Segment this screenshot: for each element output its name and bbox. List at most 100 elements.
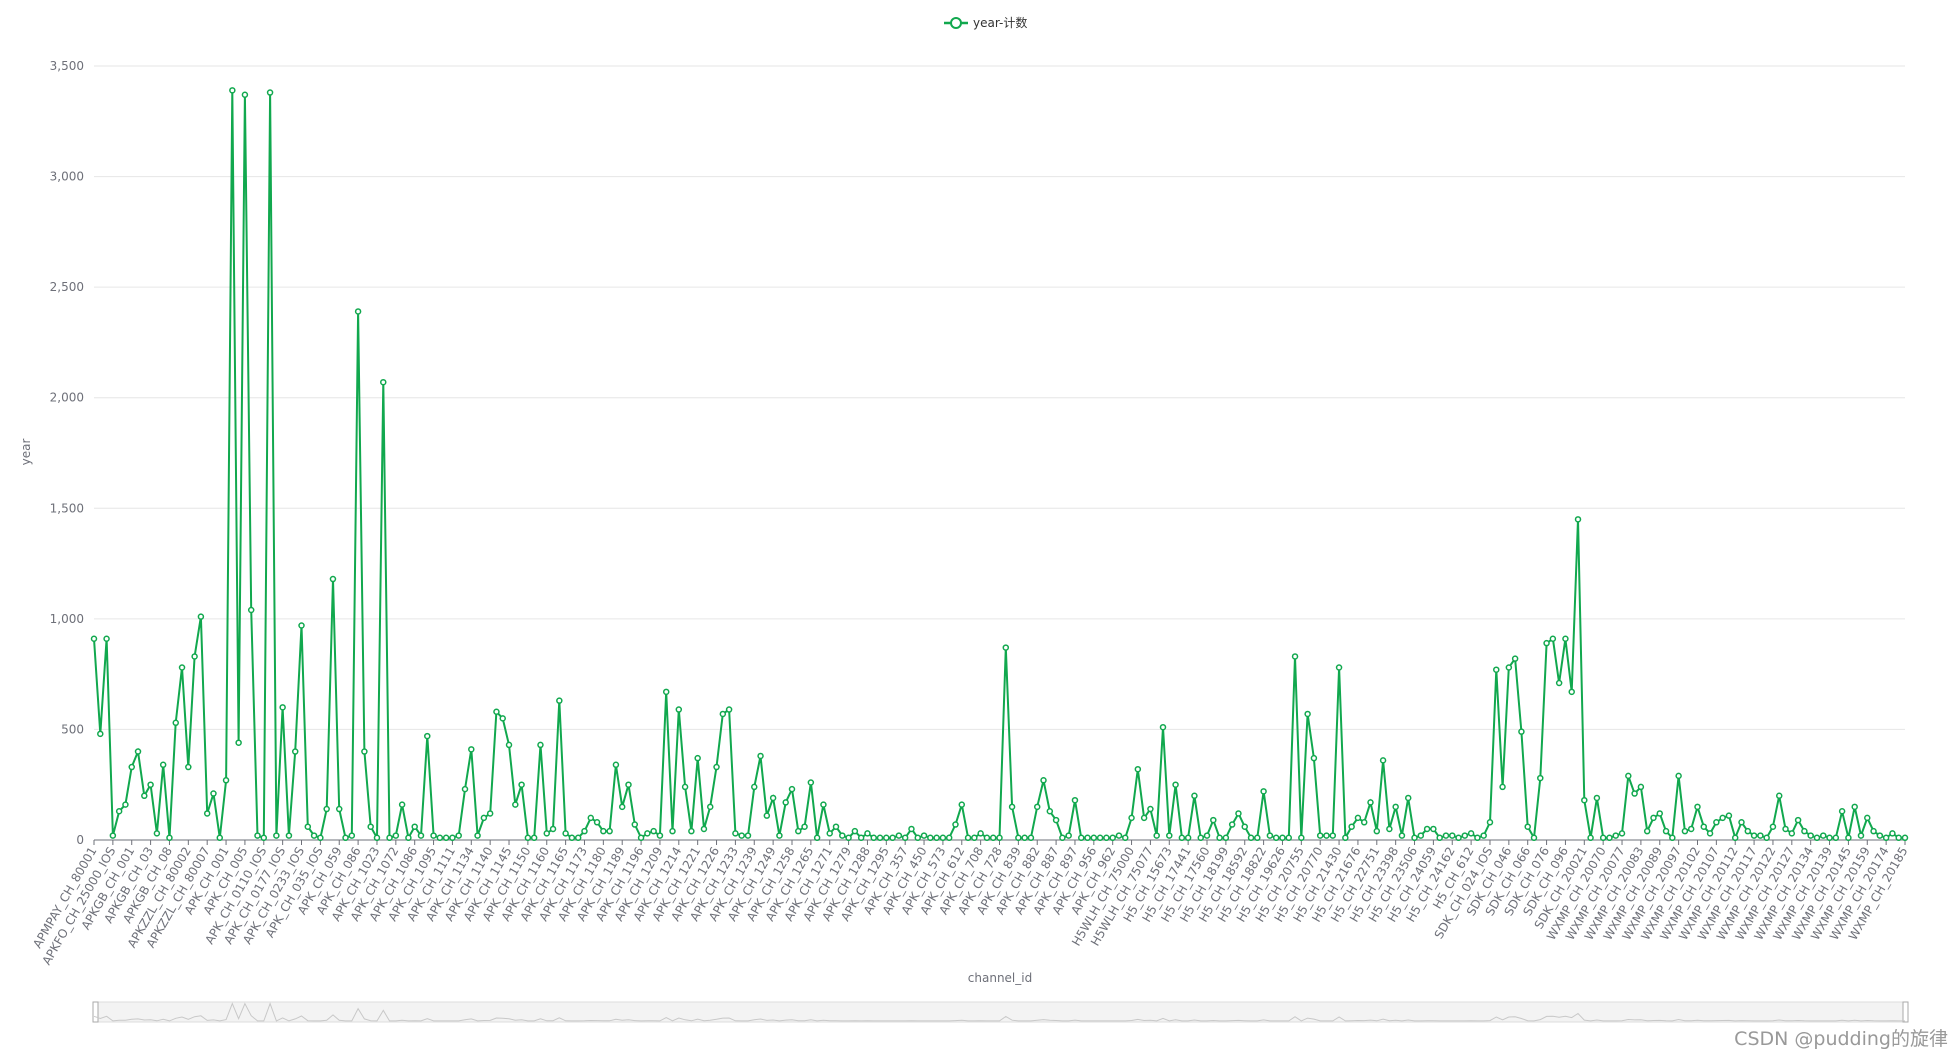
data-point	[901, 834, 909, 842]
data-point	[939, 834, 947, 842]
data-point	[1272, 834, 1280, 842]
data-point	[1794, 816, 1802, 824]
data-point	[914, 834, 922, 842]
legend-text[interactable]: year-计数	[973, 15, 1027, 30]
data-point	[732, 830, 739, 837]
data-point	[631, 821, 639, 828]
data-point	[203, 810, 211, 817]
data-point	[1222, 834, 1230, 842]
data-point	[656, 832, 664, 839]
data-point	[1656, 810, 1664, 817]
data-point	[1838, 808, 1846, 815]
data-point	[1775, 792, 1783, 800]
data-point	[675, 706, 683, 713]
data-point	[1398, 832, 1406, 839]
data-point	[474, 832, 481, 839]
data-point	[235, 739, 242, 746]
data-point	[260, 834, 268, 842]
slider-handle-right[interactable]	[1902, 1001, 1909, 1023]
data-point	[115, 808, 123, 815]
data-point	[1738, 819, 1745, 826]
data-point	[1449, 832, 1456, 839]
data-point	[1618, 830, 1626, 837]
slider-handle-left[interactable]	[92, 1001, 99, 1023]
data-point	[480, 814, 488, 822]
data-point	[1323, 832, 1330, 839]
x-axis-label: channel_id	[968, 971, 1032, 985]
data-point	[304, 823, 312, 830]
y-tick-label: 2,000	[50, 391, 84, 405]
data-point	[1329, 832, 1337, 839]
data-point	[826, 830, 833, 837]
data-point	[700, 825, 708, 833]
data-point	[1103, 834, 1110, 842]
slider-preview	[93, 1002, 1905, 1022]
data-point	[1411, 834, 1418, 842]
data-point	[662, 688, 670, 696]
data-point	[1379, 757, 1387, 764]
data-point	[1430, 825, 1437, 833]
data-point	[813, 834, 821, 842]
data-point	[1801, 827, 1808, 835]
data-point	[1178, 834, 1186, 842]
data-point	[1235, 810, 1242, 817]
data-point	[977, 830, 984, 837]
data-point	[380, 378, 387, 386]
watermark: CSDN @pudding的旋律	[1734, 1028, 1948, 1050]
data-point	[1184, 834, 1192, 842]
data-point	[1455, 834, 1462, 842]
data-point	[600, 827, 607, 835]
data-point	[210, 790, 217, 797]
data-point	[1788, 830, 1796, 837]
data-point	[1153, 832, 1160, 839]
data-point	[1694, 803, 1701, 811]
y-tick-label: 2,500	[50, 280, 84, 294]
data-point	[1134, 765, 1142, 773]
y-tick-label: 500	[61, 722, 84, 736]
data-point	[1254, 834, 1261, 842]
data-point	[430, 832, 437, 839]
data-point	[1637, 783, 1645, 791]
data-point	[769, 794, 777, 802]
y-axis-label: year	[19, 439, 33, 466]
data-point	[153, 830, 161, 837]
data-point	[1040, 777, 1047, 784]
data-point	[1122, 834, 1129, 842]
data-point	[1166, 832, 1173, 839]
data-point	[166, 834, 173, 842]
data-point	[795, 827, 802, 835]
data-point	[1367, 799, 1374, 806]
data-point	[216, 834, 224, 842]
data-point	[398, 801, 406, 808]
data-point	[1599, 834, 1607, 842]
data-point	[1719, 814, 1726, 822]
data-point	[1681, 827, 1689, 835]
data-point	[958, 801, 966, 808]
data-point	[254, 832, 261, 839]
data-point	[1210, 816, 1217, 824]
data-point	[1354, 814, 1362, 822]
data-point	[197, 613, 205, 620]
data-point	[1260, 788, 1267, 795]
data-point	[1505, 664, 1513, 671]
data-point	[342, 834, 349, 842]
data-point	[593, 819, 601, 826]
data-point	[889, 834, 896, 842]
data-point	[807, 779, 815, 786]
data-point	[1109, 834, 1116, 842]
data-point	[725, 706, 733, 713]
data-point	[1316, 832, 1324, 839]
data-point	[1285, 834, 1293, 842]
data-point	[461, 785, 469, 793]
data-point	[1291, 653, 1299, 660]
data-point	[90, 635, 98, 643]
data-point	[1499, 783, 1506, 791]
data-point	[927, 834, 934, 842]
data-point	[1625, 772, 1632, 780]
data-point	[97, 730, 104, 738]
data-point	[505, 741, 513, 749]
data-point	[266, 89, 274, 96]
data-point	[247, 606, 255, 614]
data-point	[486, 810, 494, 817]
data-point	[1731, 834, 1739, 842]
